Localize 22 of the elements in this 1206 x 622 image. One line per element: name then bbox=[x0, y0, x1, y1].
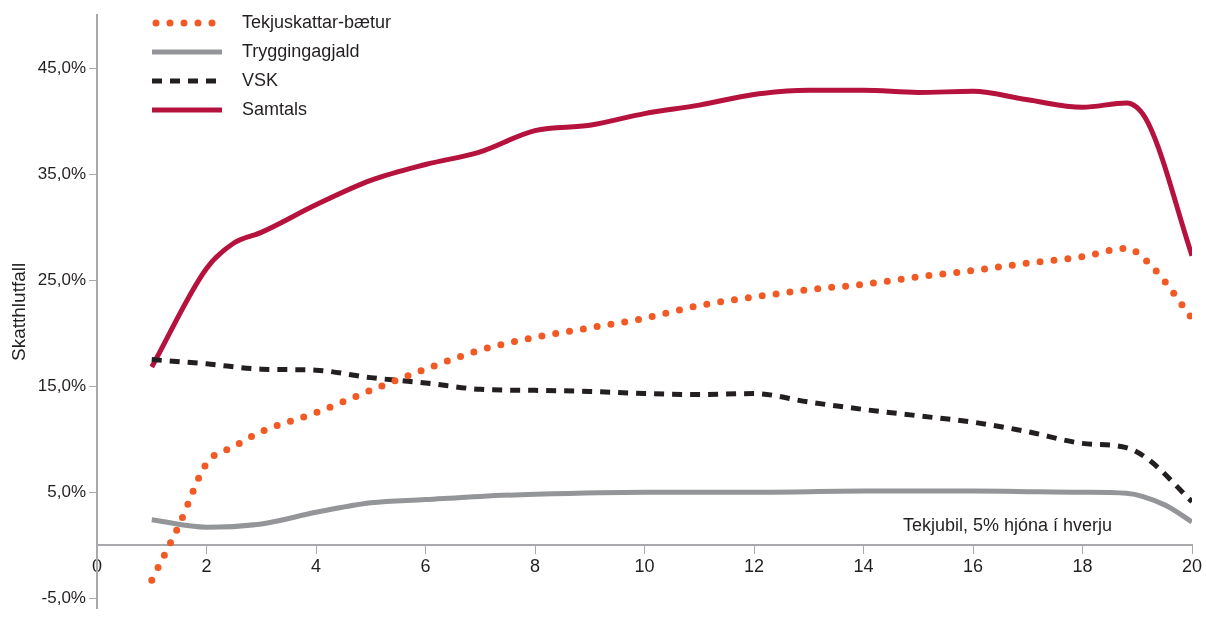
x-tick-label: 16 bbox=[962, 555, 984, 576]
y-axis-title: Skatthlutfall bbox=[7, 262, 29, 362]
x-tick-label: 12 bbox=[743, 555, 765, 576]
y-tick-label: 45,0% bbox=[37, 57, 86, 77]
x-tick-label: 20 bbox=[1181, 555, 1203, 576]
y-tick-label: 15,0% bbox=[37, 375, 86, 395]
y-tick-label: 25,0% bbox=[37, 269, 86, 289]
x-tick-label: 4 bbox=[310, 555, 322, 576]
legend-label: Tryggingagjald bbox=[242, 41, 360, 62]
x-tick-label: 14 bbox=[853, 555, 874, 576]
legend-label: VSK bbox=[242, 70, 279, 91]
legend-label: Samtals bbox=[242, 99, 308, 120]
x-tick-label: 10 bbox=[634, 555, 655, 576]
y-tick-label: -5,0% bbox=[41, 587, 86, 607]
x-tick-label: 6 bbox=[420, 555, 431, 576]
x-tick-label: 18 bbox=[1072, 555, 1093, 576]
y-tick-label: 5,0% bbox=[47, 481, 86, 501]
y-tick-label: 35,0% bbox=[37, 163, 86, 183]
x-tick-label: 2 bbox=[201, 555, 212, 576]
legend-label: Tekjuskattar-bætur bbox=[242, 12, 392, 33]
x-axis-title: Tekjubil, 5% hjóna í hverju bbox=[902, 515, 1112, 536]
x-tick-label: 8 bbox=[529, 555, 541, 576]
